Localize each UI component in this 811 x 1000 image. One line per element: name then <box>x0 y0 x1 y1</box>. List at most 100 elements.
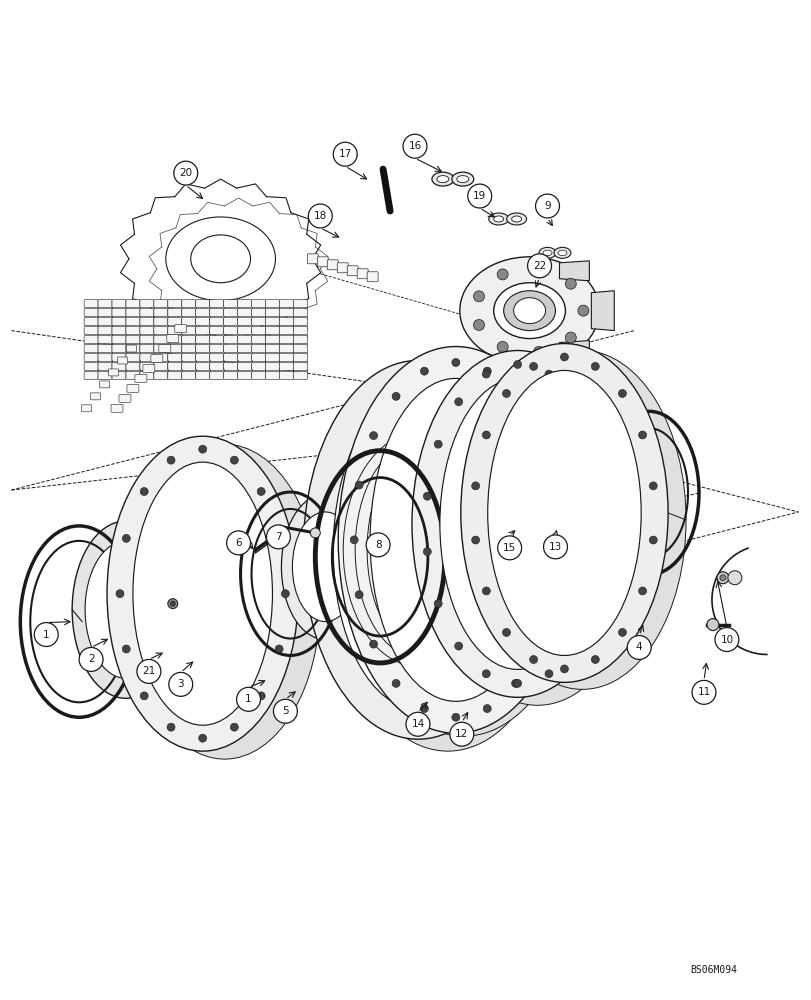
Text: 1: 1 <box>43 630 49 640</box>
Circle shape <box>122 645 130 653</box>
Circle shape <box>618 389 625 397</box>
Circle shape <box>174 161 197 185</box>
FancyBboxPatch shape <box>293 318 307 326</box>
Ellipse shape <box>411 351 623 697</box>
Circle shape <box>482 670 490 678</box>
FancyBboxPatch shape <box>238 300 251 308</box>
Circle shape <box>140 488 148 495</box>
FancyBboxPatch shape <box>182 300 195 308</box>
Circle shape <box>572 642 580 650</box>
Text: 3: 3 <box>178 679 184 689</box>
Circle shape <box>199 445 207 453</box>
FancyBboxPatch shape <box>182 354 195 361</box>
FancyBboxPatch shape <box>293 300 307 308</box>
Circle shape <box>451 713 459 721</box>
FancyBboxPatch shape <box>251 327 265 335</box>
Ellipse shape <box>503 291 555 331</box>
FancyBboxPatch shape <box>139 300 153 308</box>
FancyBboxPatch shape <box>279 300 293 308</box>
FancyBboxPatch shape <box>265 300 279 308</box>
FancyBboxPatch shape <box>153 318 168 326</box>
Polygon shape <box>559 261 589 281</box>
Circle shape <box>497 536 521 560</box>
FancyBboxPatch shape <box>112 362 126 370</box>
Text: 17: 17 <box>338 149 351 159</box>
FancyBboxPatch shape <box>112 327 126 335</box>
Circle shape <box>257 692 265 700</box>
Circle shape <box>281 590 289 598</box>
FancyBboxPatch shape <box>84 371 98 379</box>
FancyBboxPatch shape <box>307 254 318 264</box>
FancyBboxPatch shape <box>195 309 209 317</box>
FancyBboxPatch shape <box>223 354 238 361</box>
Circle shape <box>534 432 542 440</box>
FancyBboxPatch shape <box>109 369 118 376</box>
FancyBboxPatch shape <box>182 336 195 344</box>
FancyBboxPatch shape <box>91 393 101 400</box>
Circle shape <box>116 590 124 598</box>
FancyBboxPatch shape <box>153 300 168 308</box>
Circle shape <box>275 534 283 542</box>
Text: 8: 8 <box>375 540 381 550</box>
FancyBboxPatch shape <box>98 300 112 308</box>
Circle shape <box>534 640 542 648</box>
FancyBboxPatch shape <box>265 336 279 344</box>
FancyBboxPatch shape <box>139 371 153 379</box>
FancyBboxPatch shape <box>223 318 238 326</box>
Circle shape <box>590 656 599 664</box>
Text: 14: 14 <box>411 719 424 729</box>
Circle shape <box>727 571 741 585</box>
Circle shape <box>420 367 428 375</box>
FancyBboxPatch shape <box>251 318 265 326</box>
FancyBboxPatch shape <box>265 362 279 370</box>
Circle shape <box>199 734 207 742</box>
FancyBboxPatch shape <box>98 336 112 344</box>
Circle shape <box>626 636 650 659</box>
Circle shape <box>564 332 576 343</box>
Circle shape <box>473 291 484 302</box>
Circle shape <box>168 599 178 609</box>
Circle shape <box>496 269 508 280</box>
FancyBboxPatch shape <box>238 371 251 379</box>
FancyBboxPatch shape <box>195 371 209 379</box>
Ellipse shape <box>345 350 581 736</box>
FancyBboxPatch shape <box>112 318 126 326</box>
Ellipse shape <box>488 213 508 225</box>
FancyBboxPatch shape <box>168 300 182 308</box>
FancyBboxPatch shape <box>126 318 139 326</box>
FancyBboxPatch shape <box>126 336 139 344</box>
Circle shape <box>719 575 725 581</box>
Circle shape <box>366 533 389 557</box>
Circle shape <box>471 482 479 490</box>
FancyBboxPatch shape <box>126 300 139 308</box>
Circle shape <box>434 600 442 608</box>
FancyBboxPatch shape <box>293 336 307 344</box>
FancyBboxPatch shape <box>251 371 265 379</box>
FancyBboxPatch shape <box>98 309 112 317</box>
Ellipse shape <box>513 298 545 324</box>
FancyBboxPatch shape <box>223 345 238 353</box>
FancyBboxPatch shape <box>100 381 109 388</box>
Text: 12: 12 <box>455 729 468 739</box>
Ellipse shape <box>543 250 551 256</box>
Ellipse shape <box>292 512 358 622</box>
FancyBboxPatch shape <box>126 327 139 335</box>
FancyBboxPatch shape <box>279 371 293 379</box>
Ellipse shape <box>378 381 549 704</box>
FancyBboxPatch shape <box>347 266 358 276</box>
Circle shape <box>529 656 537 664</box>
FancyBboxPatch shape <box>139 336 153 344</box>
Text: 9: 9 <box>543 201 550 211</box>
Circle shape <box>275 645 283 653</box>
Circle shape <box>434 440 442 448</box>
Circle shape <box>236 687 260 711</box>
Circle shape <box>564 278 576 289</box>
Circle shape <box>649 482 656 490</box>
FancyBboxPatch shape <box>112 354 126 361</box>
FancyBboxPatch shape <box>153 362 168 370</box>
Circle shape <box>560 353 568 361</box>
FancyBboxPatch shape <box>195 336 209 344</box>
FancyBboxPatch shape <box>126 371 139 379</box>
Circle shape <box>310 528 320 538</box>
FancyBboxPatch shape <box>182 345 195 353</box>
